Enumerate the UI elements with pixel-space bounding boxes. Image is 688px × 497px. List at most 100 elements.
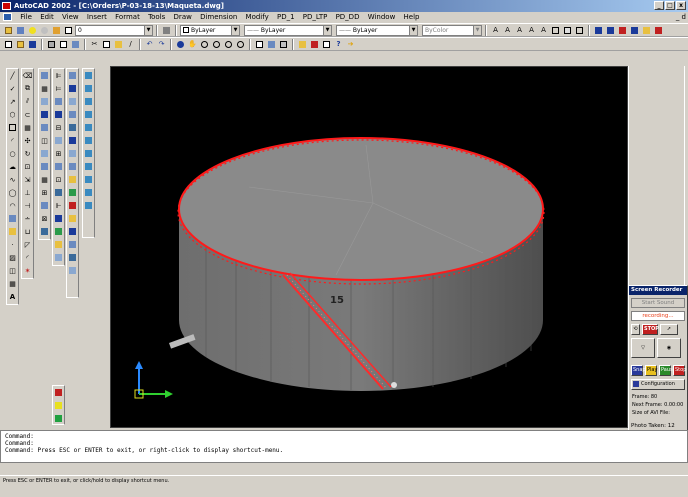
layer-color-icon[interactable] bbox=[63, 25, 74, 36]
pd-elev-icon[interactable] bbox=[39, 148, 50, 159]
pd-tool-5-icon[interactable] bbox=[641, 25, 652, 36]
pd-tool-p-icon[interactable] bbox=[67, 70, 78, 81]
pd-iso-icon[interactable] bbox=[39, 161, 50, 172]
pd-tool-1-icon[interactable] bbox=[593, 25, 604, 36]
pd-col-9-icon[interactable] bbox=[83, 174, 94, 185]
pd-yellow-tool-icon[interactable] bbox=[53, 400, 64, 411]
region-icon[interactable]: ◫ bbox=[9, 266, 16, 275]
save-icon[interactable] bbox=[27, 39, 38, 50]
pd-red-tool-icon[interactable] bbox=[53, 387, 64, 398]
pd-tool-b-icon[interactable]: ⊨ bbox=[55, 84, 62, 93]
pd-col-5-icon[interactable] bbox=[83, 122, 94, 133]
rewind-icon[interactable]: ⟲ bbox=[631, 324, 640, 335]
markup-icon[interactable] bbox=[309, 39, 320, 50]
filter-icon[interactable]: ▽ bbox=[631, 338, 655, 358]
menu-window[interactable]: Window bbox=[367, 13, 396, 21]
tool-palettes-icon[interactable] bbox=[278, 39, 289, 50]
pd-tool-d-icon[interactable] bbox=[53, 109, 64, 120]
menu-pdltp[interactable]: PD_LTP bbox=[302, 13, 328, 21]
pd-section-icon[interactable] bbox=[39, 109, 50, 120]
cursor-icon[interactable]: ➚ bbox=[660, 324, 678, 335]
layer-lock-icon[interactable] bbox=[51, 25, 62, 36]
pd-col-7-icon[interactable] bbox=[83, 148, 94, 159]
snap-button[interactable]: Snap bbox=[631, 365, 646, 376]
pd-tool-q-icon[interactable] bbox=[67, 83, 78, 94]
layer-freeze-icon[interactable] bbox=[39, 25, 50, 36]
pd-tool-r-icon[interactable] bbox=[67, 96, 78, 107]
pd-tool-x-icon[interactable] bbox=[67, 174, 78, 185]
extend-icon[interactable]: ⊣ bbox=[24, 201, 31, 210]
pd-tool-u-icon[interactable] bbox=[67, 135, 78, 146]
circle-icon[interactable]: ○ bbox=[9, 149, 16, 158]
pd-tool-2-icon[interactable] bbox=[605, 25, 616, 36]
pd-tool-n-icon[interactable] bbox=[53, 239, 64, 250]
layers-icon[interactable] bbox=[3, 25, 14, 36]
minimize-button[interactable]: _ bbox=[654, 1, 664, 10]
table-icon[interactable] bbox=[550, 25, 561, 36]
pd-col-4-icon[interactable] bbox=[83, 109, 94, 120]
menu-view[interactable]: View bbox=[61, 13, 79, 21]
zoom-extents-icon[interactable] bbox=[235, 39, 246, 50]
pd-mesh-icon[interactable]: ▦ bbox=[41, 175, 48, 184]
pd-tool-v-icon[interactable] bbox=[67, 148, 78, 159]
match-properties-icon[interactable]: / bbox=[129, 40, 132, 48]
pd-tool-z-icon[interactable] bbox=[67, 200, 78, 211]
scale-icon[interactable]: ⊡ bbox=[24, 162, 31, 171]
document-window-controls[interactable]: _ d bbox=[675, 13, 686, 21]
insert-block-icon[interactable] bbox=[7, 213, 18, 224]
maximize-button[interactable]: □ bbox=[665, 1, 675, 10]
menu-edit[interactable]: Edit bbox=[40, 13, 54, 21]
menu-modify[interactable]: Modify bbox=[245, 13, 269, 21]
menu-format[interactable]: Format bbox=[115, 13, 140, 21]
pd-col-3-icon[interactable] bbox=[83, 96, 94, 107]
text-find-icon[interactable]: A bbox=[517, 26, 522, 34]
menu-pd1[interactable]: PD_1 bbox=[276, 13, 295, 21]
zoom-previous-icon[interactable] bbox=[223, 39, 234, 50]
stop-button[interactable]: STOP bbox=[642, 324, 659, 335]
pd-tool-ac-icon[interactable] bbox=[67, 239, 78, 250]
calculator-icon[interactable] bbox=[321, 39, 332, 50]
pd-col-10-icon[interactable] bbox=[83, 187, 94, 198]
pd-tool-s-icon[interactable] bbox=[67, 109, 78, 120]
redo-icon[interactable]: ↷ bbox=[158, 40, 165, 48]
open-icon[interactable] bbox=[15, 39, 26, 50]
cut-icon[interactable]: ✂ bbox=[91, 40, 98, 48]
pd-tool-t-icon[interactable] bbox=[67, 122, 78, 133]
configuration-button[interactable]: Configuration bbox=[631, 379, 685, 390]
rectangle-icon[interactable] bbox=[7, 122, 18, 133]
pd-detail-icon[interactable]: ◫ bbox=[41, 136, 48, 145]
pd-tool-6-icon[interactable] bbox=[653, 25, 664, 36]
pd-tool-a-icon[interactable]: ⊫ bbox=[55, 71, 62, 80]
make-current-icon[interactable] bbox=[161, 25, 172, 36]
print-icon[interactable] bbox=[46, 39, 57, 50]
pd-tool-ae-icon[interactable] bbox=[67, 265, 78, 276]
help-icon[interactable]: ? bbox=[336, 40, 341, 48]
camera-icon[interactable]: ◉ bbox=[657, 338, 681, 358]
pd-solid-icon[interactable] bbox=[39, 200, 50, 211]
pd-layer-icon[interactable] bbox=[39, 70, 50, 81]
lineweight-dropdown[interactable]: —— ByLayer ▼ bbox=[336, 24, 418, 36]
pd-tool-y-icon[interactable] bbox=[67, 187, 78, 198]
pd-tool-aa-icon[interactable] bbox=[67, 213, 78, 224]
text-scale-icon[interactable]: A bbox=[541, 26, 546, 34]
pd-wire-icon[interactable]: ⊞ bbox=[41, 188, 48, 197]
ellipse-icon[interactable]: ◯ bbox=[8, 188, 17, 197]
pd-tool-k-icon[interactable]: ⊩ bbox=[55, 201, 62, 210]
menu-dimension[interactable]: Dimension bbox=[200, 13, 238, 21]
hyperlink-icon[interactable] bbox=[175, 39, 186, 50]
chamfer-icon[interactable]: ◸ bbox=[24, 240, 31, 249]
properties-icon[interactable] bbox=[254, 39, 265, 50]
erase-icon[interactable]: ⌫ bbox=[22, 71, 33, 80]
table-draw-icon[interactable]: ▦ bbox=[9, 279, 16, 288]
start-sound-button[interactable]: Start Sound bbox=[631, 298, 685, 308]
stop-small-button[interactable]: Stop bbox=[673, 365, 686, 376]
polyline-icon[interactable]: ↗ bbox=[9, 97, 16, 106]
autocad-app-icon[interactable] bbox=[2, 2, 11, 10]
pd-tool-3-icon[interactable] bbox=[617, 25, 628, 36]
pd-tool-e-icon[interactable]: ⊟ bbox=[55, 123, 62, 132]
zoom-window-icon[interactable] bbox=[211, 39, 222, 50]
break-icon[interactable]: ∸ bbox=[24, 214, 31, 223]
zoom-icon[interactable] bbox=[199, 39, 210, 50]
arrow-icon[interactable]: ➔ bbox=[347, 40, 354, 48]
paste-icon[interactable] bbox=[113, 39, 124, 50]
